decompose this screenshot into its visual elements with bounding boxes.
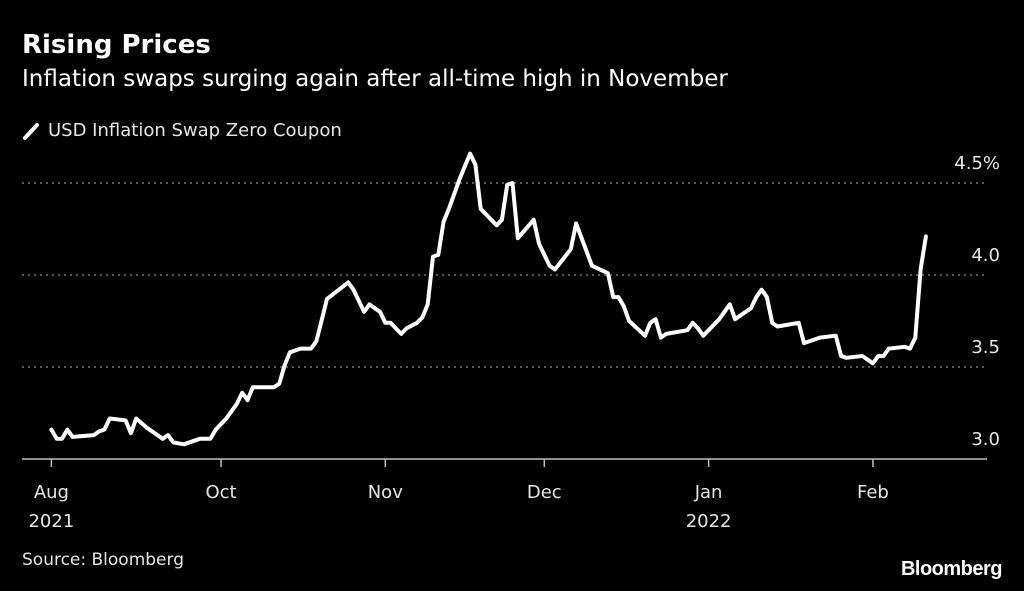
legend-label: USD Inflation Swap Zero Coupon — [48, 120, 342, 141]
x-tick-year: 2022 — [686, 511, 732, 532]
x-tick-year: 2021 — [28, 511, 74, 532]
y-tick-label: 4.5% — [954, 153, 1000, 174]
chart-title: Rising Prices — [22, 30, 211, 60]
x-tick-label: Dec — [527, 482, 562, 503]
x-tick-label: Aug — [34, 482, 69, 503]
x-tick-label: Feb — [857, 482, 889, 503]
y-tick-label: 3.5 — [971, 337, 1000, 358]
source-note: Source: Bloomberg — [22, 550, 184, 570]
x-tick-label: Jan — [694, 482, 723, 503]
x-tick-label: Oct — [205, 482, 236, 503]
bloomberg-logo: Bloomberg — [900, 558, 1003, 580]
y-tick-label: 4.0 — [971, 245, 1000, 266]
legend-line-icon — [23, 122, 39, 140]
x-tick-label: Nov — [368, 482, 403, 503]
legend: USD Inflation Swap Zero Coupon — [22, 120, 342, 141]
chart-subtitle: Inflation swaps surging again after all-… — [22, 66, 728, 92]
y-tick-label: 3.0 — [971, 429, 1000, 450]
series-line — [49, 151, 928, 447]
